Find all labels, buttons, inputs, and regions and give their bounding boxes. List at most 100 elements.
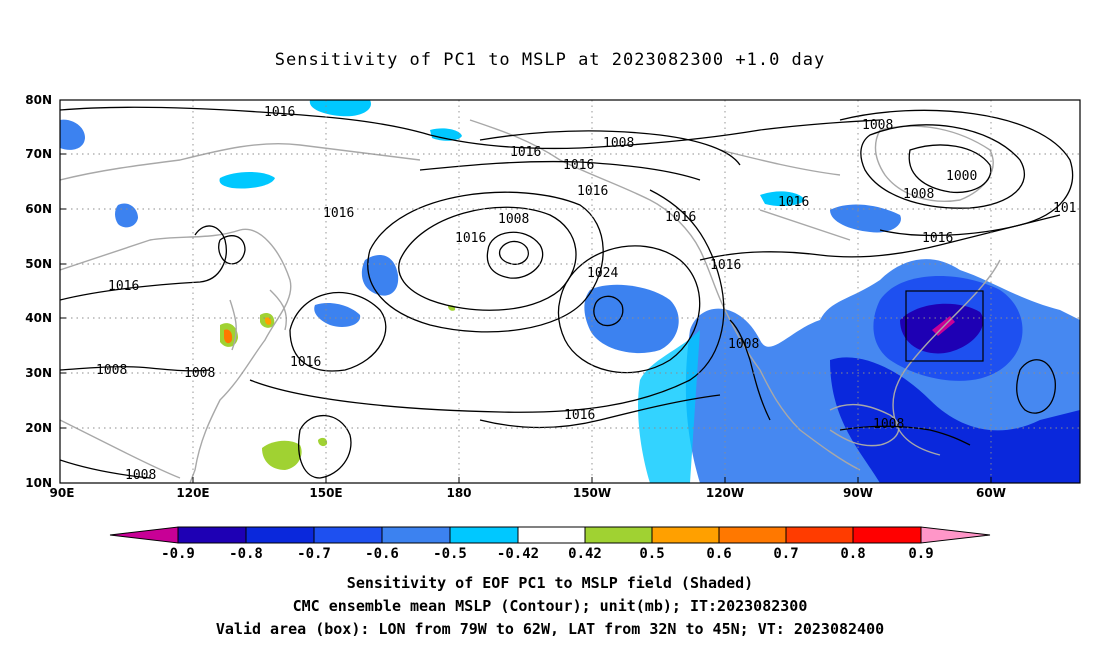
colorbar-segment <box>177 526 247 544</box>
contour-label: 1008 <box>862 118 893 133</box>
contour-1016-greenland <box>839 109 1074 237</box>
contour-label: 1024 <box>587 266 618 281</box>
shading-gulf-alaska <box>361 255 399 296</box>
colorbar-segment <box>313 526 383 544</box>
graticule <box>60 100 1080 483</box>
contour-1008-americas <box>729 319 771 421</box>
colorbar-label: -0.8 <box>229 546 263 562</box>
colorbar-segment <box>584 526 653 544</box>
map-ticks <box>60 99 992 483</box>
contour-label: 1016 <box>108 279 139 294</box>
colorbar <box>109 526 991 544</box>
colorbar-low-end-triangle <box>109 526 179 544</box>
lon-label: 180 <box>446 486 471 500</box>
shading-arctic-1 <box>309 100 371 117</box>
contour-label: 1016 <box>778 195 809 210</box>
contour-1016-northeast <box>699 214 1061 261</box>
contour-1008-arctic <box>479 130 741 166</box>
sensitivity-shading <box>60 100 1080 483</box>
contour-label: 1016 <box>577 184 608 199</box>
coastline-arctic-canada <box>719 149 851 241</box>
contour-label: 1016 <box>264 105 295 120</box>
contour-1008-greenland <box>860 124 1026 209</box>
contour-1016-high <box>557 245 701 374</box>
lon-label: 150W <box>573 486 611 500</box>
contour-atlantic-high <box>1016 359 1056 414</box>
longitude-labels: 90E 120E 150E 180 150W 120W 90W 60W <box>50 486 1006 500</box>
lat-label: 10N <box>25 476 52 490</box>
lat-label: 40N <box>25 311 52 325</box>
valid-area-box <box>905 290 984 362</box>
coastline-north-america-east <box>892 259 1001 456</box>
chart-title: Sensitivity of PC1 to MSLP at 2023082300… <box>274 50 826 70</box>
colorbar-segment <box>517 526 586 544</box>
contour-label: 1016 <box>710 258 741 273</box>
shading-canada-arctic <box>760 191 805 207</box>
contour-1008-carib <box>839 425 971 446</box>
colorbar-label: 0.9 <box>908 546 933 562</box>
contour-label: 1008 <box>125 468 156 483</box>
lat-label: 80N <box>25 93 52 107</box>
coastline-gulf-mexico <box>829 403 900 447</box>
colorbar-labels: -0.9 -0.8 -0.7 -0.6 -0.5 -0.42 0.42 0.5 … <box>161 546 934 562</box>
colorbar-label: -0.42 <box>497 546 539 562</box>
contour-label: 1008 <box>873 417 904 432</box>
contour-label: 1016 <box>563 158 594 173</box>
shading-arctic-2 <box>60 119 85 150</box>
colorbar-label: 0.6 <box>706 546 731 562</box>
contour-1016-north <box>60 106 881 150</box>
colorbar-high-end-triangle <box>920 526 991 544</box>
contour-1016-west <box>60 225 227 301</box>
colorbar-label: -0.9 <box>161 546 195 562</box>
contour-label: 1008 <box>184 366 215 381</box>
lat-label: 70N <box>25 147 52 161</box>
contour-1016-large <box>249 189 725 413</box>
contour-label: 1016 <box>455 231 486 246</box>
colorbar-segment <box>381 526 451 544</box>
colorbar-segment <box>785 526 854 544</box>
lat-label: 30N <box>25 366 52 380</box>
colorbar-label: 0.8 <box>840 546 865 562</box>
contour-label: 1008 <box>96 363 127 378</box>
contour-1016-nw-low <box>218 235 246 265</box>
contour-label: 1008 <box>903 187 934 202</box>
lat-label: 50N <box>25 257 52 271</box>
shading-kamchatka <box>219 172 275 189</box>
lat-label: 20N <box>25 421 52 435</box>
contour-1008-aleutian-low-2 <box>486 231 544 279</box>
coastline-greenland <box>874 125 994 202</box>
colorbar-label: 0.5 <box>639 546 664 562</box>
shading-bering <box>430 128 462 141</box>
coastline-asia-east <box>60 228 292 483</box>
shading-positive-japan-core <box>265 317 272 325</box>
caption-contour: CMC ensemble mean MSLP (Contour); unit(m… <box>292 597 808 615</box>
contour-label: 1008 <box>603 136 634 151</box>
colorbar-segment <box>449 526 519 544</box>
coastline-north-america-west <box>699 249 861 471</box>
contour-1016-aleutian-outer <box>367 191 604 333</box>
lon-label: 120W <box>706 486 744 500</box>
lon-label: 120E <box>176 486 209 500</box>
contour-label: 1000 <box>946 169 977 184</box>
contour-south-pacific-low <box>298 414 352 479</box>
contour-label: 101 <box>1053 201 1076 216</box>
latitude-labels: 80N 70N 60N 50N 40N 30N 20N 10N <box>25 93 52 490</box>
lat-label: 60N <box>25 202 52 216</box>
colorbar-label: -0.6 <box>365 546 399 562</box>
contour-1016-mid <box>419 160 701 181</box>
contour-label: 1016 <box>665 210 696 225</box>
contour-label: 1016 <box>323 206 354 221</box>
contour-1024-high <box>593 295 624 327</box>
contour-labels: 1016 1016 1008 1016 1016 1016 1008 1016 … <box>96 105 1076 483</box>
contour-label: 1008 <box>728 337 759 352</box>
shading-central-pacific <box>584 284 679 354</box>
colorbar-label: 0.42 <box>568 546 602 562</box>
shading-positive-philippine-sea <box>262 440 302 470</box>
shading-greenland <box>830 204 901 233</box>
shading-positive-japan-sea-core <box>224 329 233 344</box>
lon-label: 90E <box>50 486 75 500</box>
contour-label: 1016 <box>922 231 953 246</box>
contour-1008-aleutian-low-1 <box>498 240 529 265</box>
caption-valid-area: Valid area (box): LON from 79W to 62W, L… <box>215 620 885 638</box>
